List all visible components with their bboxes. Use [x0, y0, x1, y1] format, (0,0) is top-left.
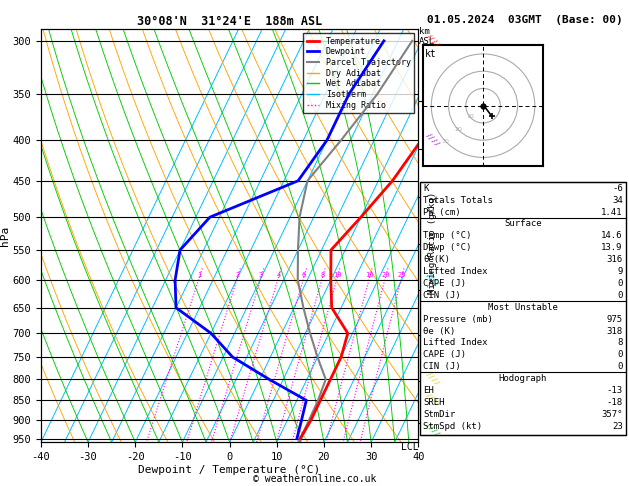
- Text: CAPE (J): CAPE (J): [423, 350, 466, 360]
- Text: 1: 1: [197, 272, 201, 278]
- Text: 20: 20: [381, 272, 389, 278]
- Text: Lifted Index: Lifted Index: [423, 339, 488, 347]
- Text: -18: -18: [606, 398, 623, 407]
- Text: Hodograph: Hodograph: [499, 374, 547, 383]
- Text: CAPE (J): CAPE (J): [423, 279, 466, 288]
- Text: SREH: SREH: [423, 398, 445, 407]
- Text: -13: -13: [606, 386, 623, 395]
- Text: Lifted Index: Lifted Index: [423, 267, 488, 276]
- Text: CIN (J): CIN (J): [423, 291, 461, 300]
- Text: Dewp (°C): Dewp (°C): [423, 243, 472, 252]
- Text: 6: 6: [301, 272, 306, 278]
- Text: 4: 4: [276, 272, 281, 278]
- Text: ////: ////: [425, 132, 441, 148]
- Text: StmSpd (kt): StmSpd (kt): [423, 422, 482, 431]
- Text: 357°: 357°: [601, 410, 623, 419]
- Text: EH: EH: [423, 386, 434, 395]
- Text: 2: 2: [235, 272, 240, 278]
- Text: 975: 975: [606, 315, 623, 324]
- Text: ////: ////: [425, 421, 441, 437]
- Text: 10: 10: [333, 272, 342, 278]
- Text: -6: -6: [612, 184, 623, 193]
- Text: 8: 8: [320, 272, 325, 278]
- Text: 3: 3: [259, 272, 263, 278]
- Legend: Temperature, Dewpoint, Parcel Trajectory, Dry Adiabat, Wet Adiabat, Isotherm, Mi: Temperature, Dewpoint, Parcel Trajectory…: [303, 34, 414, 113]
- Text: 13.9: 13.9: [601, 243, 623, 252]
- Text: 10: 10: [467, 114, 474, 119]
- Text: LCL: LCL: [401, 442, 418, 452]
- Text: 16: 16: [365, 272, 374, 278]
- Text: θe(K): θe(K): [423, 255, 450, 264]
- Text: 34: 34: [612, 195, 623, 205]
- Text: StmDir: StmDir: [423, 410, 455, 419]
- Text: PW (cm): PW (cm): [423, 208, 461, 217]
- Text: ////: ////: [425, 33, 441, 49]
- Text: θe (K): θe (K): [423, 327, 455, 336]
- Text: Totals Totals: Totals Totals: [423, 195, 493, 205]
- Text: Most Unstable: Most Unstable: [488, 303, 558, 312]
- Text: 316: 316: [606, 255, 623, 264]
- Text: 0: 0: [617, 291, 623, 300]
- Text: 1.41: 1.41: [601, 208, 623, 217]
- Text: 9: 9: [617, 267, 623, 276]
- Text: CIN (J): CIN (J): [423, 363, 461, 371]
- Text: ////: ////: [425, 392, 441, 408]
- Text: Surface: Surface: [504, 219, 542, 228]
- Text: km
ASL: km ASL: [419, 27, 435, 46]
- Text: 20: 20: [454, 126, 462, 132]
- Text: 0: 0: [617, 363, 623, 371]
- Text: 318: 318: [606, 327, 623, 336]
- Text: Temp (°C): Temp (°C): [423, 231, 472, 241]
- Text: kt: kt: [425, 49, 437, 59]
- Y-axis label: hPa: hPa: [0, 226, 9, 246]
- Text: ////: ////: [425, 371, 441, 387]
- Text: 23: 23: [612, 422, 623, 431]
- Text: © weatheronline.co.uk: © weatheronline.co.uk: [253, 473, 376, 484]
- Text: 30: 30: [442, 139, 450, 144]
- Text: 14.6: 14.6: [601, 231, 623, 241]
- Text: Pressure (mb): Pressure (mb): [423, 315, 493, 324]
- Text: K: K: [423, 184, 429, 193]
- Text: 8: 8: [617, 339, 623, 347]
- Text: 0: 0: [617, 279, 623, 288]
- Title: 30°08'N  31°24'E  188m ASL: 30°08'N 31°24'E 188m ASL: [137, 15, 322, 28]
- Text: Mixing Ratio (g/kg): Mixing Ratio (g/kg): [428, 192, 437, 294]
- Text: 0: 0: [617, 350, 623, 360]
- Text: 01.05.2024  03GMT  (Base: 00): 01.05.2024 03GMT (Base: 00): [427, 15, 623, 25]
- Text: ////: ////: [425, 272, 441, 288]
- Text: 25: 25: [398, 272, 406, 278]
- X-axis label: Dewpoint / Temperature (°C): Dewpoint / Temperature (°C): [138, 465, 321, 475]
